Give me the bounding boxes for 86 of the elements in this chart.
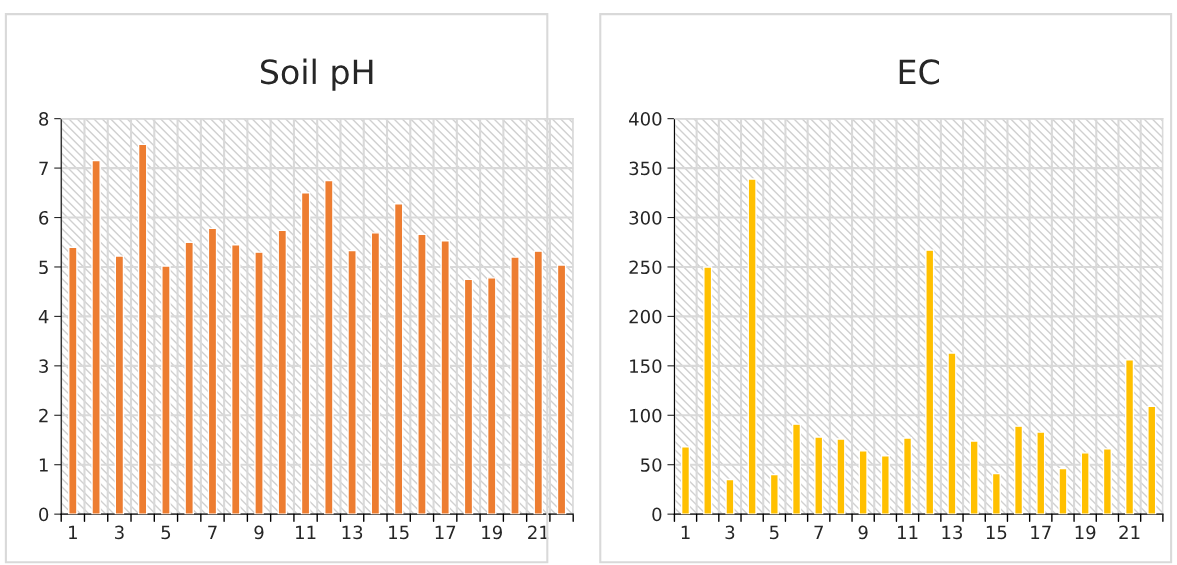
- y-tick-label: 3: [39, 359, 48, 373]
- x-tick-label: 11: [898, 525, 918, 539]
- bar: [1036, 431, 1046, 515]
- x-tick-label: 3: [115, 525, 124, 540]
- bar: [300, 192, 311, 515]
- x-tick-label: 17: [435, 525, 456, 539]
- bar: [184, 241, 194, 515]
- bar: [1013, 425, 1024, 515]
- bar: [91, 159, 101, 515]
- bar: [1080, 452, 1090, 515]
- bar: [254, 251, 264, 515]
- bar: [814, 436, 824, 515]
- y-tick-label: 400: [629, 112, 662, 126]
- bar: [947, 352, 957, 515]
- y-tick-label: 0: [39, 507, 49, 522]
- bar: [969, 440, 979, 515]
- bar: [680, 446, 691, 515]
- bar: [463, 278, 474, 515]
- x-tick-label: 5: [769, 525, 779, 540]
- bar: [324, 179, 334, 515]
- x-tick-label: 1: [69, 525, 77, 539]
- y-tick-label: 6: [39, 210, 49, 225]
- x-tick-label: 7: [208, 525, 217, 539]
- y-tick-label: 150: [630, 359, 662, 373]
- x-tick-label: 1: [681, 525, 690, 539]
- bar: [991, 472, 1001, 515]
- x-tick-label: 11: [296, 525, 316, 539]
- chart-title: EC: [899, 59, 940, 85]
- bar: [1102, 448, 1112, 515]
- y-tick-label: 7: [39, 161, 48, 175]
- bar: [791, 423, 802, 515]
- bar: [68, 246, 78, 515]
- bar: [880, 455, 890, 515]
- bar: [902, 437, 913, 515]
- bar: [114, 255, 125, 515]
- bar: [836, 438, 846, 515]
- y-tick-label: 4: [38, 310, 49, 324]
- bar: [347, 249, 357, 515]
- chart-title: Soil pH: [260, 58, 373, 91]
- bar: [207, 227, 218, 515]
- x-tick-label: 17: [1031, 525, 1051, 539]
- bar: [533, 250, 544, 515]
- y-tick-label: 100: [630, 408, 662, 423]
- y-tick-label: 50: [641, 458, 662, 472]
- bar: [1124, 359, 1135, 515]
- bar: [440, 240, 450, 515]
- bar: [417, 233, 427, 515]
- bar: [769, 473, 779, 515]
- bar: [277, 229, 288, 515]
- x-tick-label: 13: [942, 525, 962, 540]
- y-tick-label: 300: [629, 210, 662, 225]
- bar: [510, 256, 520, 515]
- x-tick-label: 9: [254, 525, 264, 540]
- x-tick-label: 21: [1119, 525, 1140, 539]
- x-tick-label: 15: [986, 525, 1007, 540]
- bar: [161, 265, 171, 515]
- y-tick-label: 350: [629, 161, 662, 176]
- x-tick-label: 15: [389, 525, 409, 540]
- bar: [747, 178, 757, 515]
- bar: [230, 244, 241, 515]
- y-tick-label: 200: [629, 309, 662, 324]
- y-tick-label: 1: [39, 458, 48, 472]
- y-tick-label: 0: [652, 507, 662, 522]
- y-tick-label: 2: [39, 408, 48, 423]
- x-tick-label: 9: [858, 525, 868, 540]
- bar: [703, 266, 713, 515]
- x-tick-label: 13: [342, 525, 363, 540]
- x-tick-label: 7: [814, 525, 823, 539]
- bar: [370, 232, 381, 515]
- bar: [1147, 405, 1157, 515]
- y-tick-label: 8: [39, 112, 49, 126]
- x-tick-label: 19: [482, 525, 502, 540]
- bar: [1058, 467, 1068, 515]
- bar: [556, 264, 567, 515]
- y-tick-label: 250: [629, 260, 662, 275]
- bar: [486, 277, 497, 515]
- x-tick-label: 21: [528, 525, 549, 539]
- bar: [393, 202, 404, 515]
- x-tick-label: 3: [725, 525, 735, 540]
- bar: [925, 249, 935, 515]
- y-tick-label: 5: [39, 260, 48, 275]
- bar: [137, 143, 148, 515]
- bar: [725, 478, 735, 515]
- x-tick-label: 19: [1075, 525, 1096, 540]
- bar: [858, 450, 868, 515]
- x-tick-label: 5: [161, 525, 171, 540]
